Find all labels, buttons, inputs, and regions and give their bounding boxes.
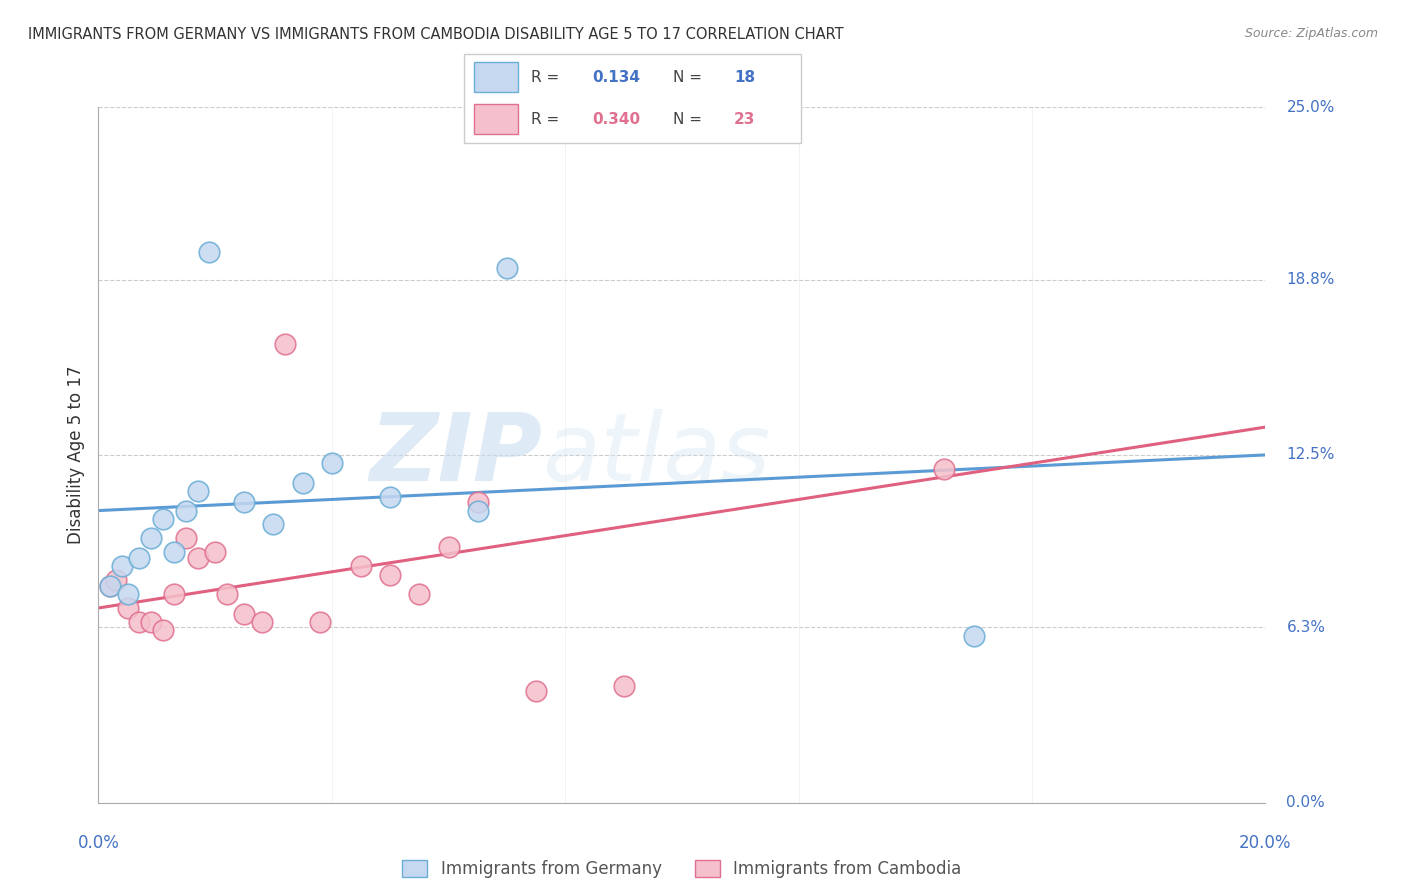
- Point: [187, 484, 209, 499]
- Text: 0.0%: 0.0%: [77, 834, 120, 852]
- Text: Source: ZipAtlas.com: Source: ZipAtlas.com: [1244, 27, 1378, 40]
- Point: [163, 587, 186, 601]
- Point: [233, 495, 256, 509]
- Point: [437, 540, 460, 554]
- Point: [139, 532, 162, 546]
- Bar: [474, 62, 517, 92]
- Point: [174, 532, 197, 546]
- Point: [291, 475, 314, 490]
- Point: [98, 579, 121, 593]
- Point: [962, 629, 984, 643]
- FancyBboxPatch shape: [464, 54, 801, 143]
- Text: 6.3%: 6.3%: [1286, 620, 1326, 635]
- Point: [152, 512, 174, 526]
- Point: [111, 559, 134, 574]
- Text: 20.0%: 20.0%: [1239, 834, 1292, 852]
- Point: [378, 567, 402, 582]
- Point: [198, 244, 221, 259]
- Point: [309, 615, 332, 629]
- Text: 0.340: 0.340: [592, 112, 640, 127]
- Text: N =: N =: [673, 112, 707, 127]
- Text: 18.8%: 18.8%: [1286, 272, 1334, 287]
- Point: [128, 615, 150, 629]
- Point: [495, 261, 517, 276]
- Point: [104, 573, 127, 587]
- Point: [98, 579, 121, 593]
- Point: [934, 462, 956, 476]
- Y-axis label: Disability Age 5 to 17: Disability Age 5 to 17: [66, 366, 84, 544]
- Text: IMMIGRANTS FROM GERMANY VS IMMIGRANTS FROM CAMBODIA DISABILITY AGE 5 TO 17 CORRE: IMMIGRANTS FROM GERMANY VS IMMIGRANTS FR…: [28, 27, 844, 42]
- Text: R =: R =: [531, 70, 565, 85]
- Point: [612, 679, 634, 693]
- Point: [378, 490, 402, 504]
- Point: [467, 503, 489, 517]
- Point: [274, 336, 297, 351]
- Point: [117, 601, 139, 615]
- Text: 0.0%: 0.0%: [1286, 796, 1326, 810]
- Point: [467, 495, 489, 509]
- Point: [524, 684, 547, 698]
- Point: [215, 587, 238, 601]
- Point: [250, 615, 273, 629]
- Point: [117, 587, 139, 601]
- Text: 12.5%: 12.5%: [1286, 448, 1334, 462]
- Point: [204, 545, 226, 559]
- Text: atlas: atlas: [541, 409, 770, 500]
- Point: [128, 550, 150, 565]
- Point: [187, 550, 209, 565]
- Bar: [474, 104, 517, 134]
- Point: [321, 456, 343, 470]
- Text: 0.134: 0.134: [592, 70, 640, 85]
- Text: 25.0%: 25.0%: [1286, 100, 1334, 114]
- Text: N =: N =: [673, 70, 707, 85]
- Point: [174, 503, 197, 517]
- Point: [408, 587, 430, 601]
- Text: R =: R =: [531, 112, 565, 127]
- Point: [139, 615, 162, 629]
- Text: 23: 23: [734, 112, 755, 127]
- Point: [152, 624, 174, 638]
- Point: [233, 607, 256, 621]
- Point: [350, 559, 373, 574]
- Text: ZIP: ZIP: [368, 409, 541, 501]
- Text: 18: 18: [734, 70, 755, 85]
- Point: [262, 517, 284, 532]
- Legend: Immigrants from Germany, Immigrants from Cambodia: Immigrants from Germany, Immigrants from…: [395, 854, 969, 885]
- Point: [163, 545, 186, 559]
